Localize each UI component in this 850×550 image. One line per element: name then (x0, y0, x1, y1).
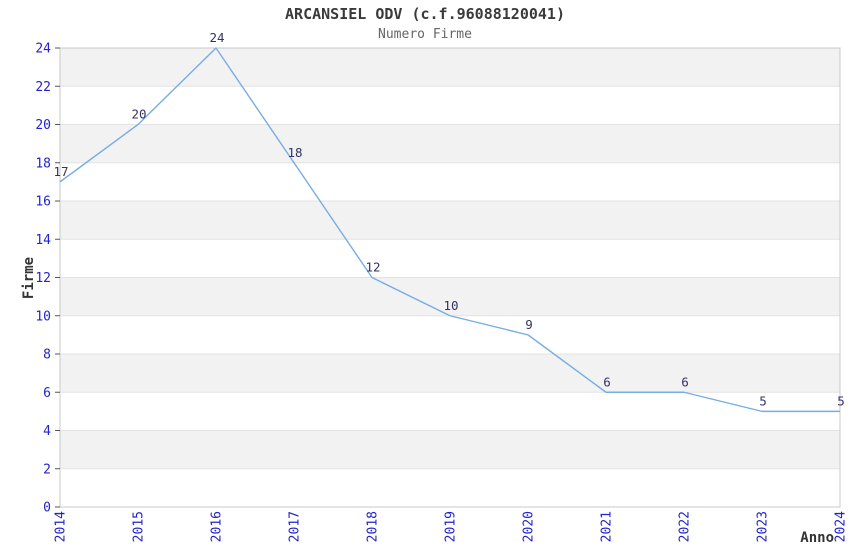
y-tick-label: 6 (43, 386, 51, 401)
y-tick-label: 8 (43, 348, 51, 363)
y-axis-title: Firme (21, 257, 37, 299)
data-point-label: 5 (759, 393, 767, 408)
y-tick-label: 12 (35, 271, 51, 286)
y-tick-label: 14 (35, 233, 51, 248)
y-tick-label: 18 (35, 156, 51, 171)
chart-title: ARCANSIEL ODV (c.f.96088120041) (285, 5, 565, 23)
grid-band (60, 392, 840, 431)
x-tick-label: 2014 (54, 511, 69, 542)
grid-band (60, 201, 840, 240)
y-tick-label: 0 (43, 501, 51, 516)
y-tick-label: 22 (35, 80, 51, 95)
grid-band (60, 277, 840, 316)
y-tick-label: 24 (35, 42, 51, 57)
data-point-label: 9 (525, 317, 533, 332)
x-tick-label: 2024 (834, 511, 849, 542)
grid-band (60, 354, 840, 393)
data-point-label: 18 (287, 145, 302, 160)
data-point-label: 12 (365, 260, 380, 275)
y-tick-label: 4 (43, 424, 51, 439)
grid-band (60, 239, 840, 278)
x-tick-label: 2023 (756, 511, 771, 542)
y-tick-label: 16 (35, 195, 51, 210)
grid-band (60, 468, 840, 507)
grid-band (60, 430, 840, 469)
x-tick-label: 2018 (366, 511, 381, 542)
data-point-label: 5 (837, 393, 845, 408)
x-tick-label: 2022 (678, 511, 693, 542)
data-point-label: 20 (131, 107, 146, 122)
grid-band (60, 48, 840, 87)
data-point-label: 6 (681, 374, 689, 389)
x-tick-label: 2019 (444, 511, 459, 542)
data-point-label: 24 (209, 30, 224, 45)
x-tick-label: 2021 (600, 511, 615, 542)
x-tick-label: 2020 (522, 511, 537, 542)
y-tick-label: 10 (35, 309, 51, 324)
grid-band (60, 162, 840, 201)
grid-band (60, 315, 840, 354)
grid-band (60, 86, 840, 125)
grid-band (60, 124, 840, 163)
data-point-label: 17 (53, 164, 68, 179)
trend-line (59, 47, 840, 413)
data-point-label: 6 (603, 374, 611, 389)
x-tick-label: 2017 (288, 511, 303, 542)
y-tick-label: 2 (43, 462, 51, 477)
chart-subtitle: Numero Firme (378, 27, 472, 42)
x-tick-label: 2015 (132, 511, 147, 542)
x-axis-title: Anno (800, 530, 834, 546)
data-labels: 17 20 24 18 12 10 9 6 6 5 5 (53, 30, 844, 408)
y-tick-label: 20 (35, 118, 51, 133)
x-tick-label: 2016 (210, 511, 225, 542)
background-bands (60, 48, 840, 507)
data-point-label: 10 (443, 298, 458, 313)
data-series (59, 47, 840, 413)
